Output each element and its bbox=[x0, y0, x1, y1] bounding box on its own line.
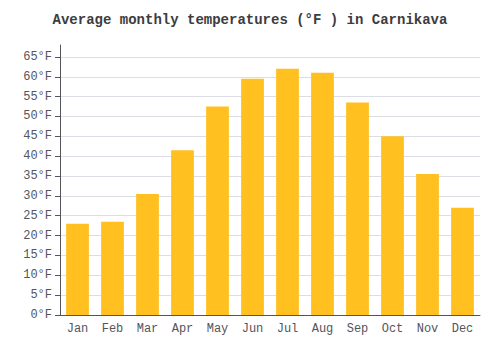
svg-text:35°F: 35°F bbox=[23, 169, 52, 183]
svg-text:60°F: 60°F bbox=[23, 70, 52, 84]
svg-text:25°F: 25°F bbox=[23, 209, 52, 223]
svg-text:Dec: Dec bbox=[452, 322, 474, 336]
svg-text:Jun: Jun bbox=[242, 322, 264, 336]
svg-text:30°F: 30°F bbox=[23, 189, 52, 203]
svg-text:Jul: Jul bbox=[277, 322, 299, 336]
svg-text:Jan: Jan bbox=[67, 322, 89, 336]
svg-text:Apr: Apr bbox=[172, 322, 194, 336]
svg-text:Aug: Aug bbox=[312, 322, 334, 336]
svg-text:Mar: Mar bbox=[137, 322, 159, 336]
svg-text:May: May bbox=[207, 322, 229, 336]
svg-text:Sep: Sep bbox=[347, 322, 369, 336]
svg-text:50°F: 50°F bbox=[23, 109, 52, 123]
svg-text:Average monthly temperatures (: Average monthly temperatures (°F ) in Ca… bbox=[53, 12, 448, 28]
svg-text:40°F: 40°F bbox=[23, 149, 52, 163]
svg-text:Feb: Feb bbox=[102, 322, 124, 336]
svg-text:Oct: Oct bbox=[382, 322, 404, 336]
svg-text:15°F: 15°F bbox=[23, 248, 52, 262]
svg-text:45°F: 45°F bbox=[23, 129, 52, 143]
svg-text:Nov: Nov bbox=[417, 322, 439, 336]
svg-text:20°F: 20°F bbox=[23, 229, 52, 243]
svg-text:5°F: 5°F bbox=[30, 288, 52, 302]
svg-text:0°F: 0°F bbox=[30, 308, 52, 322]
svg-text:65°F: 65°F bbox=[23, 50, 52, 64]
svg-text:55°F: 55°F bbox=[23, 90, 52, 104]
svg-text:10°F: 10°F bbox=[23, 268, 52, 282]
